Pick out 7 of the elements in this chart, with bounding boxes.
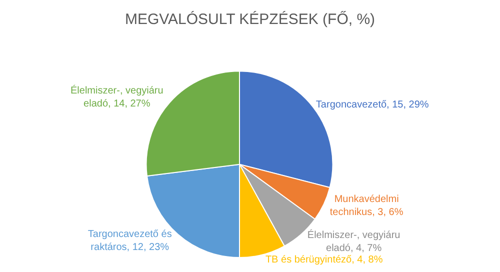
chart-title: MEGVALÓSULT KÉPZÉSEK (FŐ, %): [124, 10, 376, 28]
slice-label: TB és bérügyintéző, 4, 8%: [265, 254, 383, 266]
slice-label: Munkavédelmi technikus, 3, 6%: [330, 194, 404, 218]
slice-label: Élelmiszer-, vegyiáru eladó, 14, 27%: [70, 84, 164, 110]
slice-label: Targoncavezető, 15, 29%: [316, 100, 429, 111]
slice-label: Targoncavezető és raktáros, 12, 23%: [88, 229, 172, 254]
slice-label: Élelmiszer-, vegyiáru eladó, 4, 7%: [307, 228, 400, 254]
